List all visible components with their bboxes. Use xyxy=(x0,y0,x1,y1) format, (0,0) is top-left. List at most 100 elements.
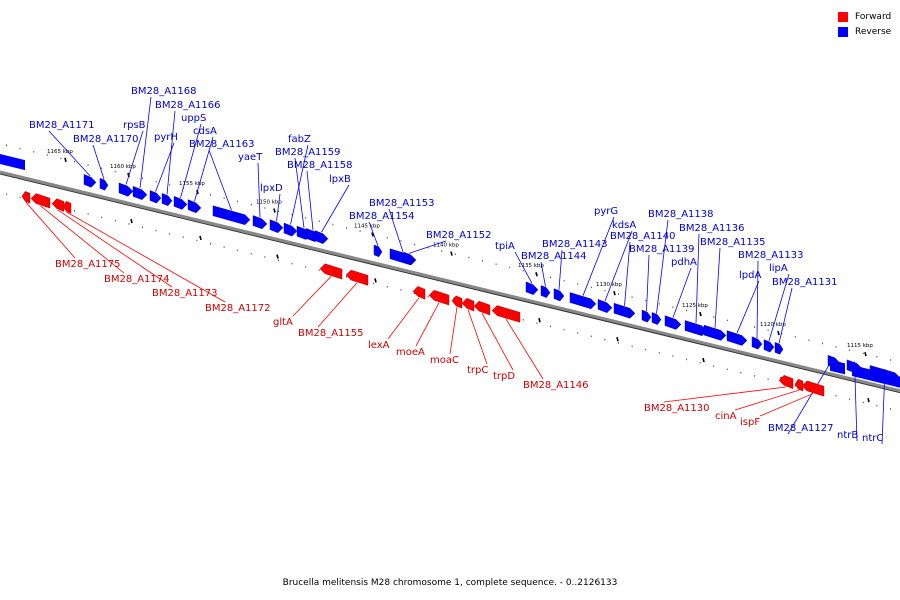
gene-arrow-ntrb xyxy=(846,359,863,374)
major-tick xyxy=(777,330,780,336)
minor-tick-top xyxy=(359,230,361,232)
gene-label-bm28_a1153: BM28_A1153 xyxy=(369,198,435,209)
leader-line xyxy=(558,249,563,290)
minor-tick-top xyxy=(849,349,851,351)
minor-tick-bottom xyxy=(414,292,415,295)
gene-arrow-fabz xyxy=(283,222,298,237)
major-tick xyxy=(702,357,705,363)
minor-tick-top xyxy=(604,289,606,292)
gene-arrow-bm28_a1130 xyxy=(778,375,794,389)
gene-arrow-bm28_a1143 xyxy=(553,288,565,302)
minor-tick-top xyxy=(781,332,783,335)
gene-arrow-bm28_a1135 xyxy=(703,324,727,341)
gene-arrow-moac xyxy=(451,295,463,309)
major-tick xyxy=(864,352,867,357)
minor-tick-top xyxy=(495,263,497,265)
minor-tick-bottom xyxy=(142,226,143,229)
minor-tick-bottom xyxy=(563,328,565,331)
legend-label-reverse: Reverse xyxy=(855,26,892,37)
scale-label: 1160 kbp xyxy=(110,164,136,170)
gene-label-ispf: ispF xyxy=(740,417,760,428)
minor-tick-bottom xyxy=(346,276,347,278)
gene-label-cina: cinA xyxy=(715,411,737,422)
gene-arrow-bm28_a1174 xyxy=(30,193,51,209)
gene-label-bm28_a1171: BM28_A1171 xyxy=(29,120,95,131)
leader-line xyxy=(139,96,152,189)
major-tick xyxy=(130,218,133,224)
gene-label-bm28_a1146: BM28_A1146 xyxy=(523,380,589,391)
gene-label-bm28_a1143: BM28_A1143 xyxy=(542,239,608,250)
gene-arrow-yaet xyxy=(252,215,268,230)
minor-tick-top xyxy=(808,339,810,341)
minor-tick-bottom xyxy=(604,338,606,341)
minor-tick-top xyxy=(223,197,225,199)
leader-line xyxy=(672,267,692,318)
leader-line xyxy=(787,356,835,435)
scale-label: 1140 kbp xyxy=(433,243,459,249)
gene-label-bm28_a1155: BM28_A1155 xyxy=(298,328,364,339)
gene-arrow-bm28_a1171 xyxy=(83,174,97,188)
gene-arrow-lpxb xyxy=(314,230,329,244)
minor-tick-bottom xyxy=(196,239,198,242)
minor-tick-bottom xyxy=(713,365,715,367)
gene-label-bm28_a1133: BM28_A1133 xyxy=(738,250,804,261)
leader-line xyxy=(48,130,91,177)
minor-tick-top xyxy=(87,164,89,166)
gene-label-bm28_a1174: BM28_A1174 xyxy=(104,274,170,285)
leader-line xyxy=(408,240,447,254)
minor-tick-top xyxy=(522,270,524,272)
gene-label-bm28_a1168: BM28_A1168 xyxy=(131,86,197,97)
minor-tick-bottom xyxy=(114,219,116,222)
minor-tick-top xyxy=(835,346,837,348)
gene-label-lpxb: lpxB xyxy=(329,174,351,185)
scale-label: 1125 kbp xyxy=(682,303,708,309)
gene-label-ntrc: ntrC xyxy=(862,433,883,444)
gene-label-bm28_a1159: BM28_A1159 xyxy=(275,147,341,158)
leader-line xyxy=(388,208,404,253)
gene-arrow-rpsb xyxy=(118,182,134,197)
minor-tick-top xyxy=(454,253,456,256)
gene-arrow-bm28_a1155 xyxy=(345,269,369,286)
gene-label-cdsa: cdsA xyxy=(193,126,217,137)
leader-line xyxy=(736,280,760,334)
leader-line xyxy=(663,386,787,403)
leader-line xyxy=(92,144,105,180)
minor-tick-top xyxy=(631,296,633,298)
minor-tick-bottom xyxy=(890,408,891,410)
minor-tick-bottom xyxy=(386,285,388,288)
gene-label-trpd: trpD xyxy=(493,371,515,382)
leader-line xyxy=(180,123,202,198)
gene-label-lpda: lpdA xyxy=(739,270,761,281)
figure-caption: Brucella melitensis M28 chromosome 1, co… xyxy=(282,578,618,588)
minor-tick-bottom xyxy=(767,378,769,381)
minor-tick-top xyxy=(414,243,415,246)
gene-label-bm28_a1163: BM28_A1163 xyxy=(189,139,255,150)
minor-tick-top xyxy=(346,227,347,229)
leader-line xyxy=(604,230,633,302)
leader-line xyxy=(624,241,631,306)
gene-label-bm28_a1136: BM28_A1136 xyxy=(679,223,745,234)
minor-tick-bottom xyxy=(427,295,429,298)
gene-label-bm28_a1175: BM28_A1175 xyxy=(55,259,121,270)
minor-tick-bottom xyxy=(223,246,225,248)
minor-tick-bottom xyxy=(278,259,279,262)
leader-line xyxy=(449,306,458,355)
gene-label-bm28_a1131: BM28_A1131 xyxy=(772,277,838,288)
legend-item-reverse: Reverse xyxy=(838,24,891,39)
gene-arrow-bm28_a1131 xyxy=(774,342,784,355)
minor-tick-top xyxy=(767,329,769,332)
leader-line xyxy=(778,287,793,344)
legend-item-forward: Forward xyxy=(838,9,891,24)
minor-tick-bottom xyxy=(182,236,184,238)
minor-tick-top xyxy=(862,352,864,355)
minor-tick-top xyxy=(210,194,211,196)
minor-tick-bottom xyxy=(658,352,660,354)
gene-label-bm28_a1152: BM28_A1152 xyxy=(426,230,492,241)
minor-tick-bottom xyxy=(19,196,21,199)
minor-tick-top xyxy=(876,355,878,358)
leader-line xyxy=(481,312,514,371)
minor-tick-top xyxy=(468,256,470,259)
minor-tick-top xyxy=(713,316,715,318)
gene-arrow-bm28_a1170 xyxy=(99,178,109,191)
